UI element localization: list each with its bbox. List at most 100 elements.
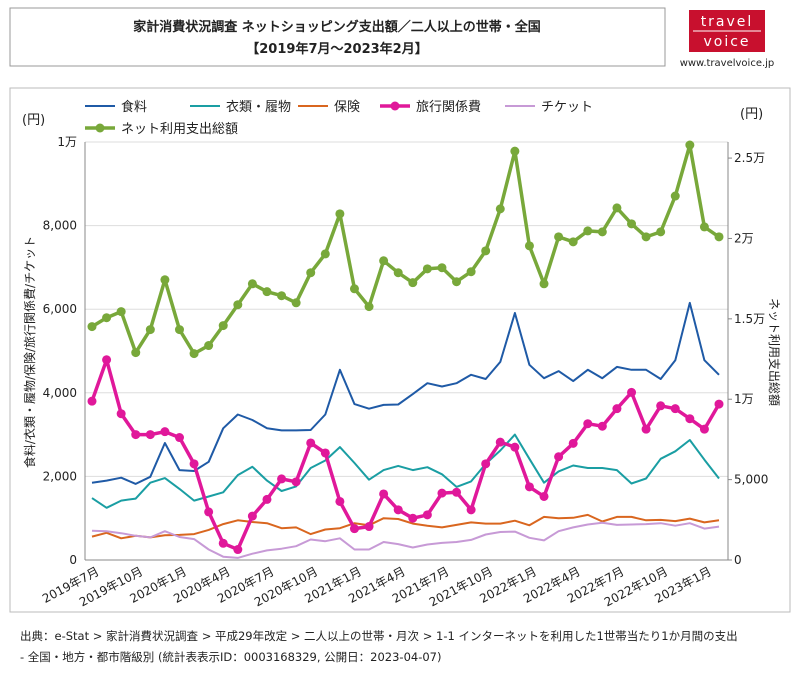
- chart-frame: [9, 87, 791, 613]
- point: [247, 511, 257, 521]
- title-box: [9, 7, 666, 67]
- point: [174, 433, 184, 443]
- point: [670, 191, 680, 201]
- point: [349, 284, 359, 294]
- point: [379, 489, 389, 499]
- point: [685, 414, 695, 424]
- series-line: [91, 521, 720, 559]
- point: [277, 291, 287, 301]
- point: [568, 237, 578, 247]
- point: [670, 404, 680, 414]
- point: [116, 409, 126, 419]
- point: [568, 438, 578, 448]
- point: [714, 399, 724, 409]
- point: [422, 510, 432, 520]
- point: [393, 505, 403, 515]
- logo-top: travel: [701, 14, 754, 30]
- point: [349, 524, 359, 534]
- point: [189, 459, 199, 469]
- point: [699, 424, 709, 434]
- point: [116, 307, 126, 317]
- y-tick-label: 8,000: [43, 219, 77, 233]
- point: [656, 401, 666, 411]
- point: [495, 204, 505, 214]
- y2-tick-label: 0: [734, 553, 742, 567]
- point: [320, 249, 330, 259]
- point: [524, 241, 534, 251]
- point: [481, 246, 491, 256]
- point: [452, 487, 462, 497]
- point: [452, 277, 462, 287]
- legend-label: ネット利用支出総額: [121, 122, 238, 137]
- point: [583, 226, 593, 236]
- point: [306, 268, 316, 278]
- point: [466, 505, 476, 515]
- point: [437, 488, 447, 498]
- chart-title: 家計消費状況調査 ネットショッピング支出額／二人以上の世帯・全国: [133, 19, 541, 35]
- point: [597, 421, 607, 431]
- point: [102, 313, 112, 323]
- point: [145, 325, 155, 335]
- point: [247, 279, 257, 289]
- point: [291, 477, 301, 487]
- y2-tick-label: 1.5万: [734, 312, 765, 326]
- point: [627, 387, 637, 397]
- legend-marker: [95, 123, 105, 133]
- point: [656, 227, 666, 237]
- y-tick-label: 4,000: [43, 386, 77, 400]
- point: [233, 300, 243, 310]
- series-line: [91, 301, 720, 485]
- point: [422, 264, 432, 274]
- point: [131, 430, 141, 440]
- point: [495, 437, 505, 447]
- series-line: [91, 143, 720, 356]
- point: [408, 513, 418, 523]
- legend-label: 保険: [334, 100, 360, 115]
- y2-tick-label: 2.5万: [734, 151, 765, 165]
- point: [641, 424, 651, 434]
- legend-label: 衣類・履物: [226, 99, 291, 115]
- point: [204, 507, 214, 517]
- point: [102, 355, 112, 365]
- point: [583, 419, 593, 429]
- point: [87, 322, 97, 332]
- point: [145, 430, 155, 440]
- point: [364, 302, 374, 312]
- point: [554, 452, 564, 462]
- point: [539, 279, 549, 289]
- point: [306, 438, 316, 448]
- point: [481, 459, 491, 469]
- point: [612, 203, 622, 213]
- legend-label: チケット: [541, 100, 593, 115]
- point: [160, 427, 170, 437]
- y-unit: (円): [22, 113, 45, 128]
- source-line: 出典：e-Stat > 家計消費状況調査 > 平成29年改定 > 二人以上の世帯…: [20, 629, 738, 643]
- point: [466, 267, 476, 277]
- y-tick-label: 6,000: [43, 302, 77, 316]
- point: [174, 325, 184, 335]
- point: [364, 522, 374, 532]
- point: [524, 482, 534, 492]
- point: [218, 321, 228, 331]
- point: [539, 491, 549, 501]
- point: [714, 232, 724, 242]
- point: [408, 278, 418, 288]
- y2-axis-title: ネット利用支出総額: [767, 298, 781, 406]
- logo-url: www.travelvoice.jp: [680, 58, 775, 69]
- y2-tick-label: 2万: [734, 231, 754, 245]
- point: [554, 232, 564, 242]
- point: [160, 275, 170, 285]
- point: [218, 538, 228, 548]
- series-line: [91, 433, 720, 509]
- point: [320, 448, 330, 458]
- point: [204, 341, 214, 351]
- y-tick-label: 1万: [57, 135, 77, 149]
- point: [510, 146, 520, 156]
- point: [641, 232, 651, 242]
- point: [627, 219, 637, 229]
- legend-label: 食料: [121, 99, 147, 115]
- point: [379, 256, 389, 266]
- y-tick-label: 2,000: [43, 469, 77, 483]
